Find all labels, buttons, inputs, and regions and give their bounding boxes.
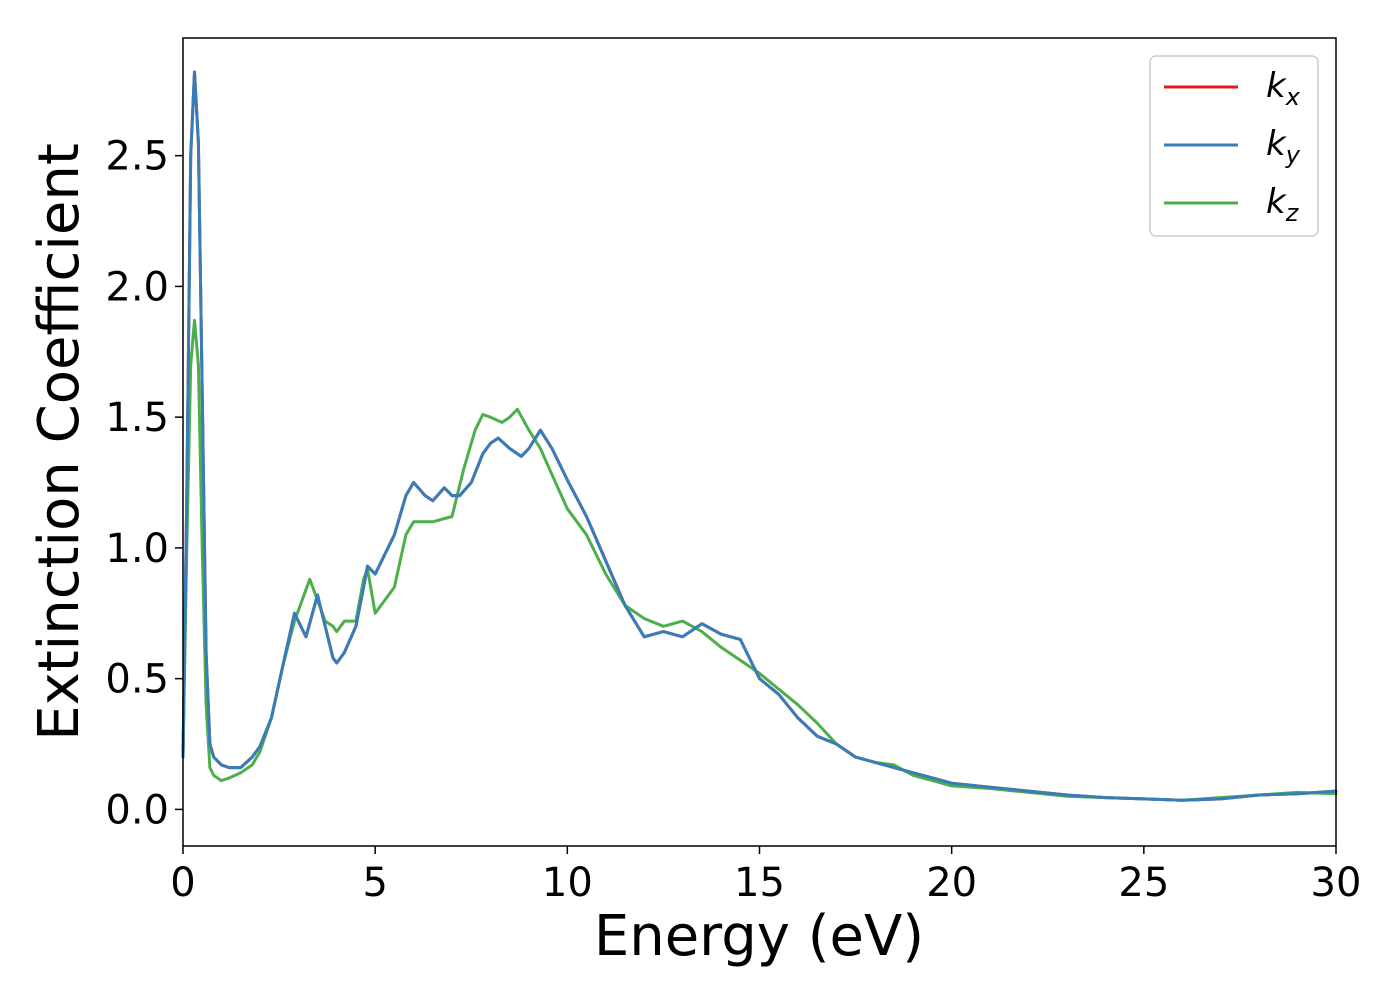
legend: kx ky kz	[1149, 55, 1319, 237]
x-tick-label: 30	[1311, 860, 1362, 906]
y-tick-label: 2.5	[105, 134, 169, 180]
series-layer	[181, 70, 1338, 802]
x-tick-label: 10	[542, 860, 593, 906]
legend-label-x: kx	[1266, 66, 1301, 111]
x-axis-title: Energy (eV)	[594, 904, 924, 969]
x-tick-label: 20	[926, 860, 977, 906]
x-tick-label: 15	[734, 860, 785, 906]
y-axis-title: Extinction Coefficient	[27, 143, 92, 741]
x-tick-label: 25	[1118, 860, 1169, 906]
y-tick-label: 2.0	[105, 264, 169, 310]
y-tick-label: 0.5	[105, 657, 169, 703]
y-tick-label: 1.5	[105, 395, 169, 441]
series-line-z	[181, 318, 1338, 802]
legend-label-y: ky	[1266, 124, 1301, 169]
x-axis: 0 5 10 15 20 25 30	[170, 846, 1361, 906]
x-tick-label: 0	[170, 860, 195, 906]
y-axis: 0.0 0.5 1.0 1.5 2.0 2.5	[105, 134, 183, 833]
y-tick-label: 0.0	[105, 787, 169, 833]
legend-label-z: kz	[1266, 182, 1300, 227]
y-tick-label: 1.0	[105, 526, 169, 572]
x-tick-label: 5	[362, 860, 387, 906]
series-line-y	[181, 70, 1338, 802]
